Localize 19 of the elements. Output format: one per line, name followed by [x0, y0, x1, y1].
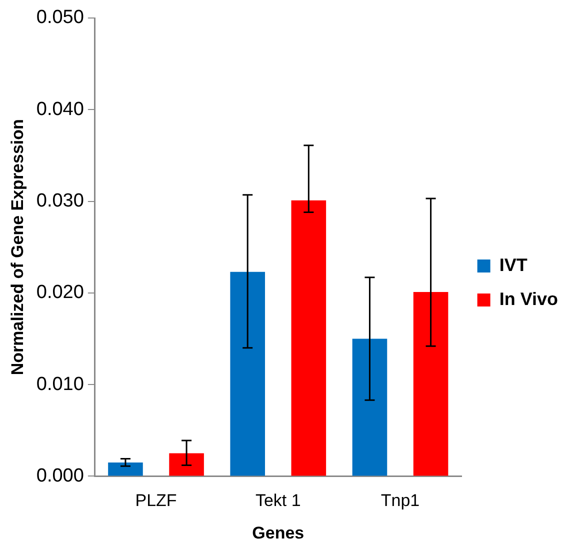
y-axis-title: Normalized of Gene Expression [8, 119, 27, 376]
x-tick-label: Tnp1 [380, 491, 420, 510]
legend-label: In Vivo [499, 288, 558, 309]
bar [108, 462, 143, 476]
x-tick-label: Tekt 1 [255, 491, 301, 510]
x-axis-title: Genes [252, 523, 304, 542]
y-tick-label: 0.040 [36, 98, 84, 120]
bar [230, 272, 266, 476]
y-tick-label: 0.010 [36, 374, 84, 395]
bar [352, 338, 388, 476]
x-tick-label: PLZF [135, 491, 177, 510]
bar [413, 292, 448, 476]
legend-label: IVT [499, 254, 528, 275]
bar [291, 200, 326, 476]
y-tick-label: 0.000 [36, 465, 84, 486]
y-tick-label: 0.030 [36, 190, 84, 212]
y-tick-label: 0.020 [36, 282, 84, 304]
y-tick-label: 0.050 [36, 7, 84, 28]
bar [169, 453, 204, 476]
